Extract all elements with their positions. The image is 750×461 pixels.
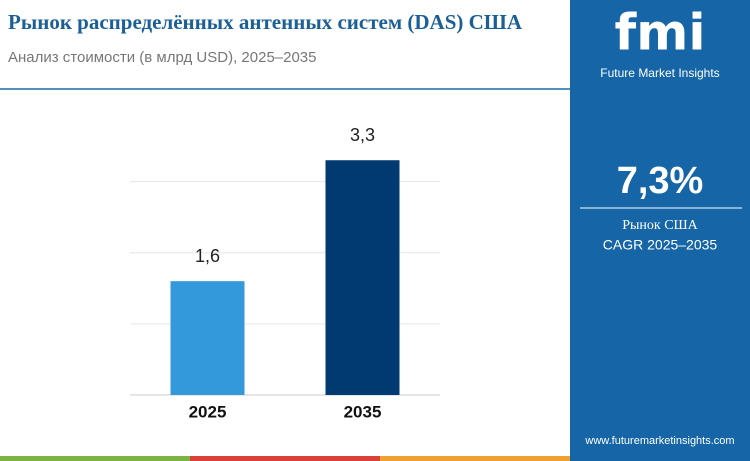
stripe — [190, 456, 380, 461]
value-label: 1,6 — [195, 246, 220, 266]
value-label: 3,3 — [350, 125, 375, 145]
logo: fmi — [615, 4, 706, 62]
cagr-label: CAGR 2025–2035 — [603, 237, 718, 253]
x-tick-label: 2025 — [189, 402, 227, 421]
cagr-value: 7,3% — [617, 160, 704, 202]
x-tick-label: 2035 — [344, 402, 382, 421]
stripe — [0, 456, 190, 461]
brand-name: Future Market Insights — [600, 66, 719, 80]
chart-subtitle: Анализ стоимости (в млрд USD), 2025–2035 — [8, 49, 317, 66]
chart-title: Рынок распределённых антенных систем (DA… — [8, 10, 523, 34]
cagr-label: Рынок США — [622, 218, 698, 233]
stripe — [380, 456, 570, 461]
bar — [325, 160, 400, 395]
sidebar — [570, 0, 750, 461]
bar — [170, 281, 245, 395]
website: www.futuremarketinsights.com — [584, 435, 734, 447]
stripe — [570, 456, 750, 461]
